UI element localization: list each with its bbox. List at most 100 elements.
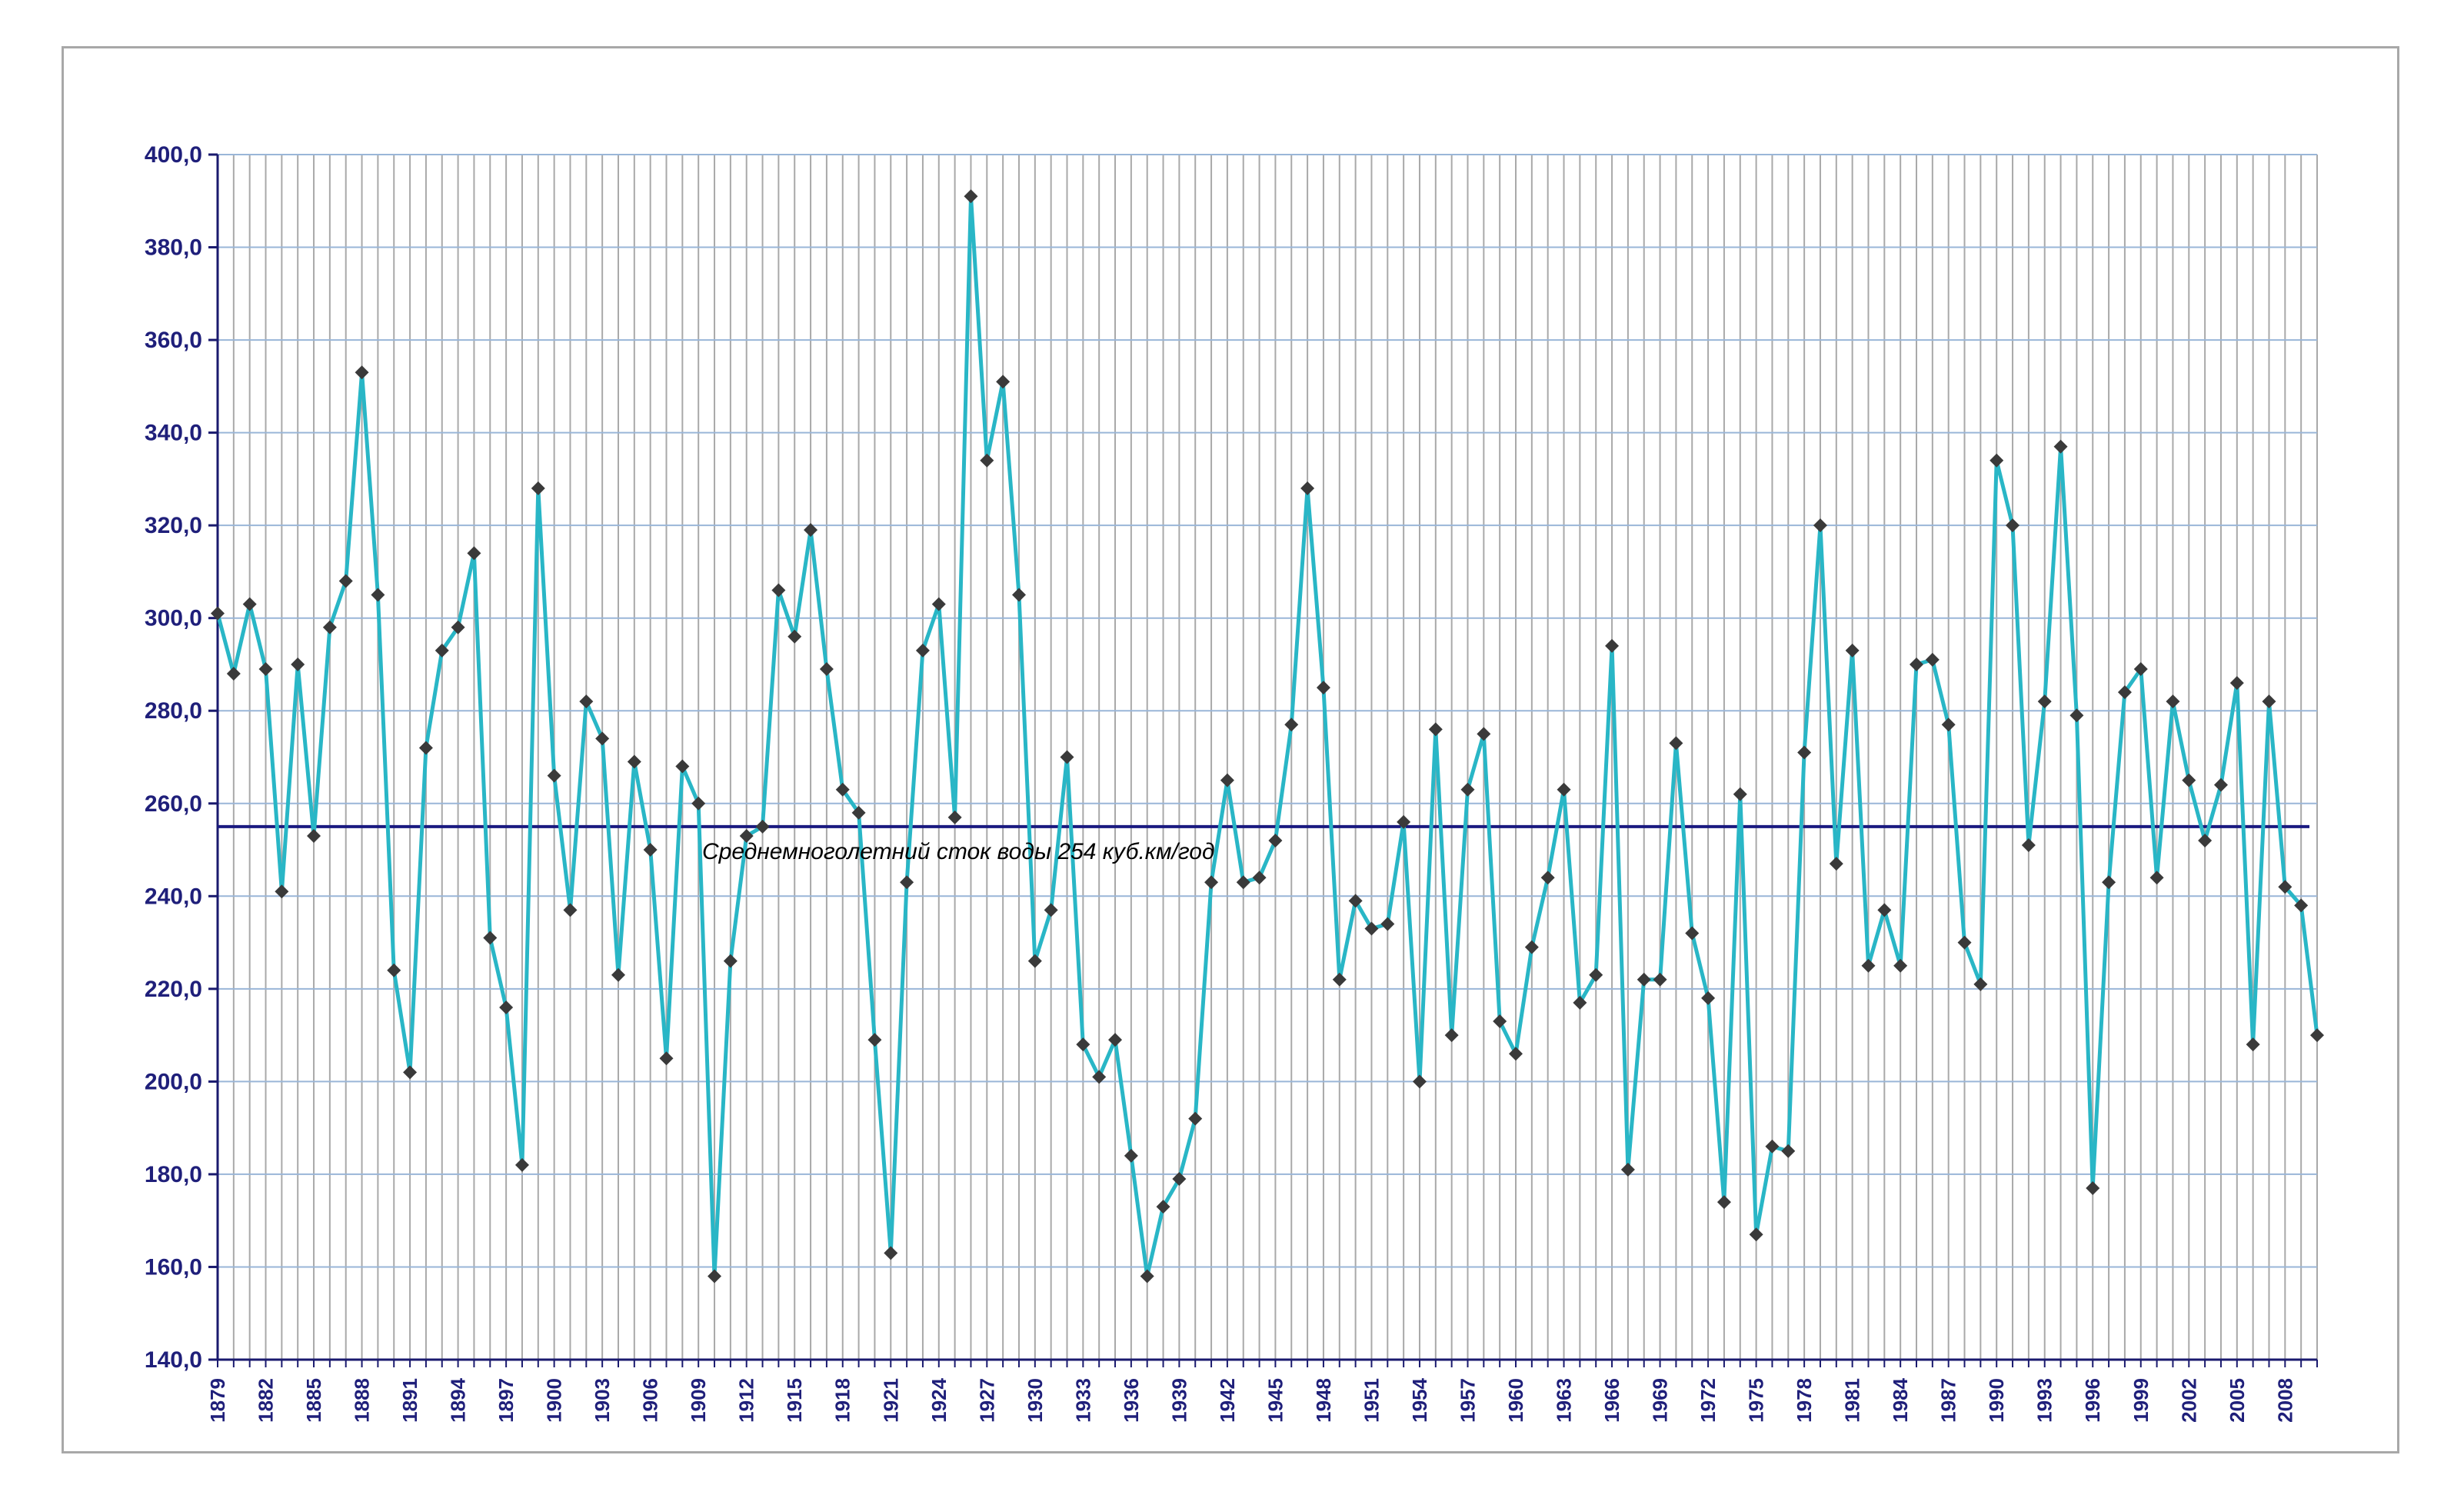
data-point bbox=[2278, 880, 2293, 894]
data-point bbox=[1669, 736, 1683, 751]
y-tick-label: 300,0 bbox=[145, 606, 202, 631]
data-point bbox=[387, 963, 401, 977]
data-point bbox=[2117, 685, 2132, 700]
data-point bbox=[2294, 898, 2309, 913]
x-tick-label: 1990 bbox=[1985, 1378, 2008, 1423]
data-point bbox=[1653, 972, 1667, 987]
x-tick-label: 1999 bbox=[2129, 1378, 2153, 1423]
data-point bbox=[1845, 643, 1860, 658]
data-point bbox=[467, 546, 481, 561]
x-tick-label: 1954 bbox=[1408, 1377, 1431, 1422]
x-tick-label: 1996 bbox=[2081, 1378, 2104, 1423]
data-point bbox=[2053, 439, 2068, 454]
data-point bbox=[915, 643, 930, 658]
data-point bbox=[1893, 958, 1908, 973]
x-tick-label: 1951 bbox=[1360, 1378, 1383, 1423]
data-point bbox=[1060, 750, 1074, 764]
data-point bbox=[1188, 1111, 1203, 1126]
data-point bbox=[867, 1033, 882, 1047]
data-point bbox=[1044, 903, 1058, 917]
data-point bbox=[338, 574, 353, 588]
data-point bbox=[595, 731, 610, 746]
x-tick-label: 2008 bbox=[2273, 1378, 2296, 1423]
data-point bbox=[1797, 745, 1812, 760]
data-point bbox=[1412, 1074, 1427, 1089]
data-point bbox=[627, 754, 641, 769]
data-point bbox=[2102, 875, 2116, 890]
data-point bbox=[2006, 518, 2020, 533]
x-tick-label: 1909 bbox=[687, 1378, 710, 1423]
x-tick-label: 1993 bbox=[2033, 1378, 2056, 1423]
x-tick-label: 1885 bbox=[302, 1378, 325, 1423]
data-point bbox=[1509, 1047, 1523, 1061]
x-tick-label: 1882 bbox=[255, 1378, 278, 1423]
data-point bbox=[499, 1000, 514, 1014]
data-point bbox=[1108, 1033, 1123, 1047]
x-tick-label: 1924 bbox=[927, 1377, 951, 1422]
x-tick-label: 1933 bbox=[1071, 1378, 1094, 1423]
x-tick-label: 1891 bbox=[398, 1378, 421, 1423]
data-point bbox=[1428, 722, 1443, 737]
data-point bbox=[435, 643, 449, 658]
data-point bbox=[1861, 958, 1876, 973]
data-point bbox=[964, 189, 978, 204]
data-point bbox=[1813, 518, 1827, 533]
data-point bbox=[547, 768, 561, 783]
data-point bbox=[1910, 657, 1924, 671]
data-point bbox=[2229, 676, 2244, 691]
data-point bbox=[1011, 588, 1026, 602]
data-point bbox=[675, 759, 690, 774]
data-point bbox=[659, 1051, 674, 1066]
x-tick-label: 1957 bbox=[1456, 1378, 1479, 1423]
data-point bbox=[1973, 977, 1988, 991]
data-point bbox=[531, 481, 545, 495]
y-tick-label: 200,0 bbox=[145, 1069, 202, 1094]
data-point bbox=[1332, 972, 1347, 987]
data-point bbox=[1076, 1037, 1090, 1052]
data-point bbox=[1444, 1028, 1459, 1043]
x-tick-label: 1894 bbox=[447, 1377, 470, 1422]
y-axis-ticks: 140,0 160,0 180,0 200,0 220,0 240,0 260,0 280,0… bbox=[145, 142, 218, 1373]
data-point bbox=[1460, 782, 1475, 797]
data-point bbox=[835, 782, 850, 797]
data-point bbox=[242, 597, 257, 611]
x-axis-ticks: 1879 1882 1885 1888 1891 1894 1897 1900 1903 1906… bbox=[206, 1360, 2318, 1423]
data-point bbox=[2166, 694, 2180, 709]
data-point bbox=[483, 931, 498, 945]
data-point bbox=[1877, 903, 1892, 917]
data-point bbox=[819, 661, 834, 676]
data-point bbox=[1236, 875, 1250, 890]
data-point bbox=[851, 805, 866, 820]
data-point bbox=[2133, 661, 2148, 676]
x-tick-label: 1906 bbox=[639, 1378, 662, 1423]
data-point bbox=[1573, 995, 1587, 1010]
data-point bbox=[2262, 694, 2276, 709]
data-point bbox=[1829, 857, 1843, 871]
data-point bbox=[643, 843, 658, 857]
data-point bbox=[947, 810, 962, 824]
data-point bbox=[931, 597, 946, 611]
data-point bbox=[980, 453, 994, 468]
data-point bbox=[1284, 718, 1299, 732]
x-tick-label: 1900 bbox=[543, 1378, 566, 1423]
data-point bbox=[739, 828, 754, 843]
data-point bbox=[1140, 1269, 1154, 1284]
y-tick-label: 280,0 bbox=[145, 698, 202, 724]
data-point bbox=[1220, 773, 1234, 787]
data-point bbox=[1268, 833, 1283, 847]
x-tick-label: 1963 bbox=[1553, 1378, 1576, 1423]
y-tick-label: 360,0 bbox=[145, 328, 202, 353]
data-point bbox=[2310, 1028, 2324, 1043]
x-tick-label: 1966 bbox=[1600, 1378, 1623, 1423]
x-tick-label: 1969 bbox=[1649, 1378, 1672, 1423]
x-tick-label: 1927 bbox=[975, 1378, 998, 1423]
data-point bbox=[1716, 1195, 1731, 1210]
mean-line-label: Среднемноголетний сток воды 254 куб.км/г… bbox=[702, 839, 1215, 864]
data-point bbox=[1557, 782, 1571, 797]
data-point bbox=[1252, 871, 1267, 885]
x-tick-label: 1918 bbox=[831, 1378, 854, 1423]
data-point bbox=[2021, 838, 2036, 853]
grid bbox=[217, 154, 2318, 1360]
data-point bbox=[771, 583, 786, 598]
y-tick-label: 140,0 bbox=[145, 1347, 202, 1373]
